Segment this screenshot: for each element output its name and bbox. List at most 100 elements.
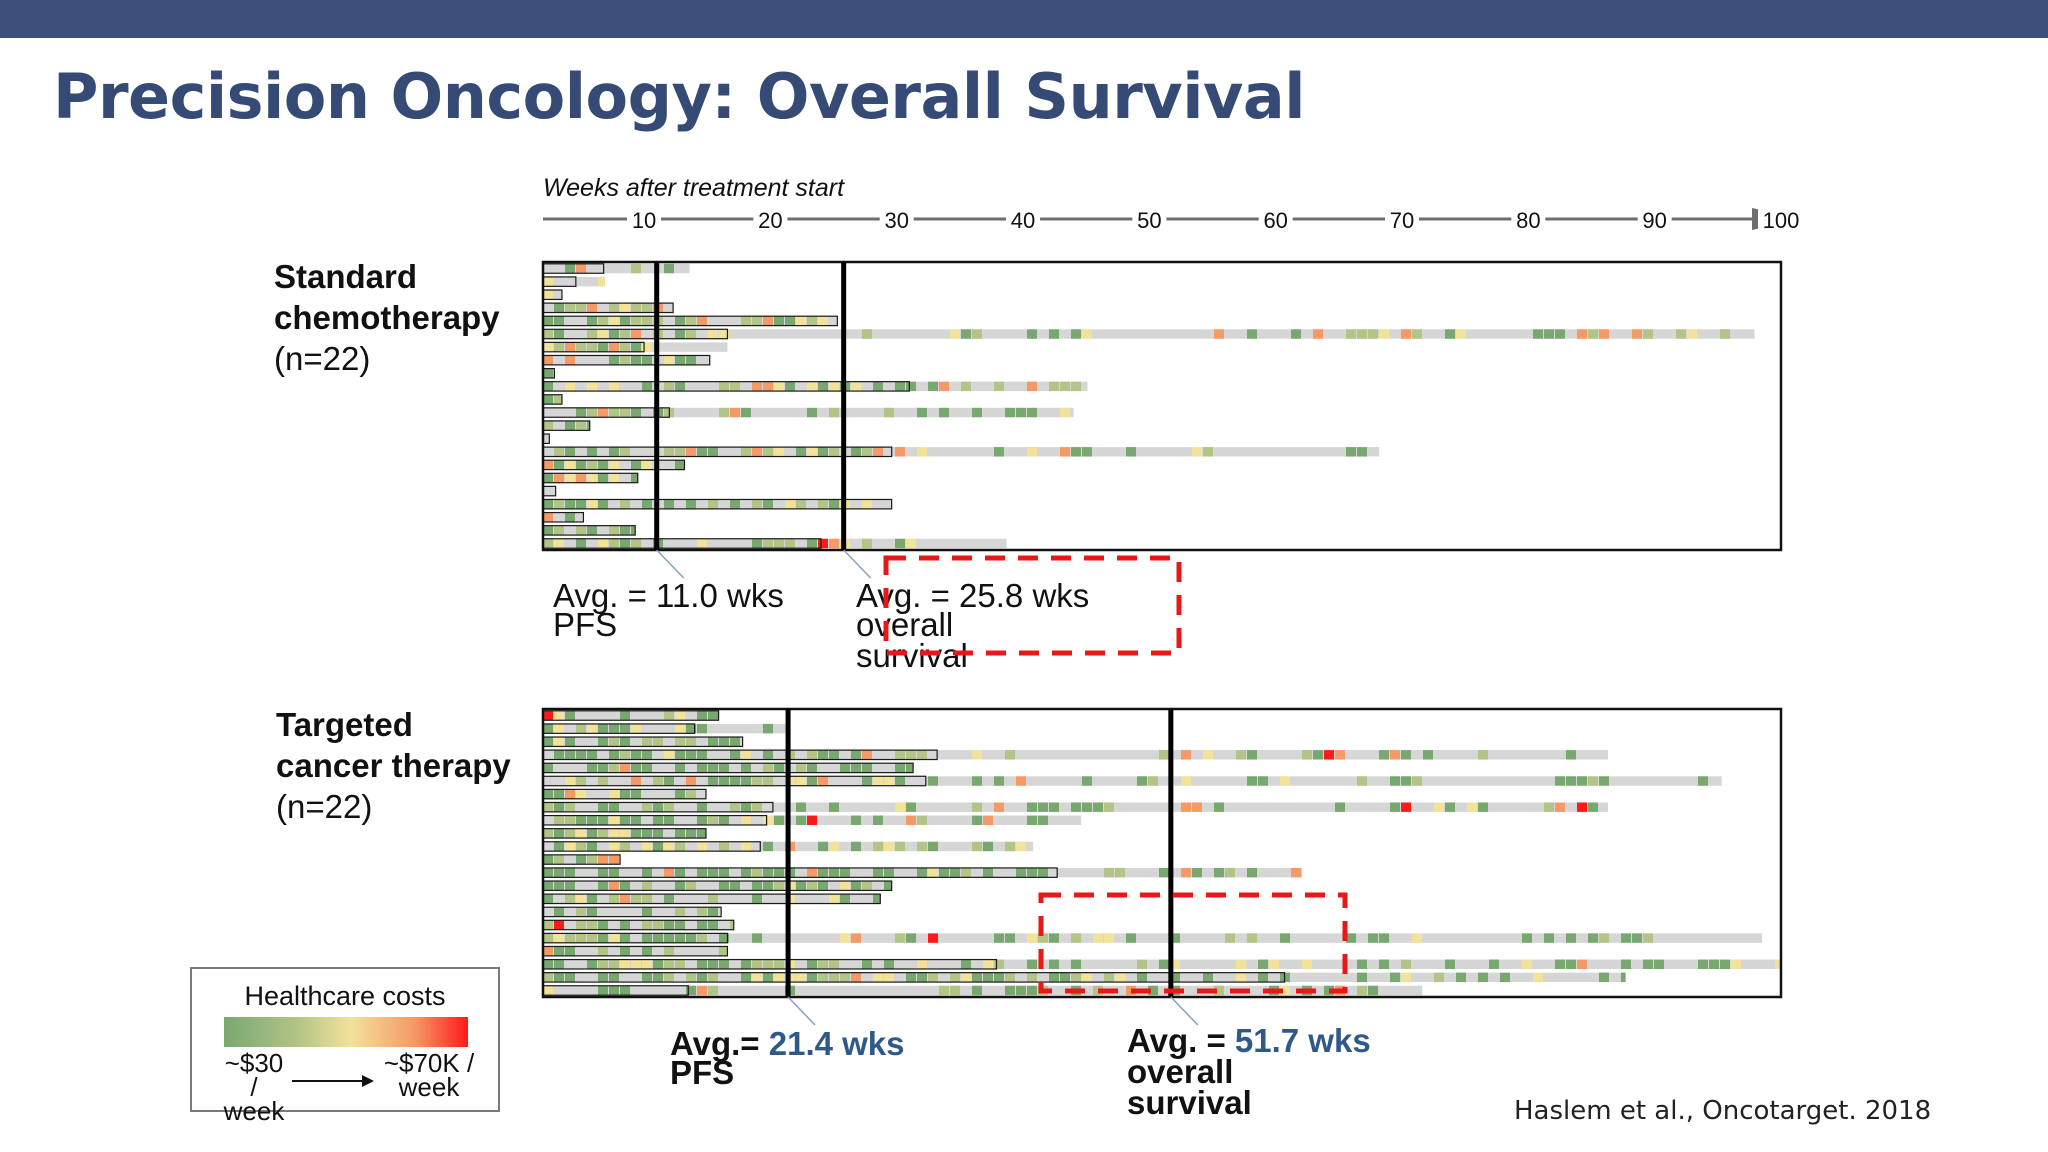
cost-segment <box>1027 447 1037 457</box>
cost-segment <box>565 263 575 274</box>
cost-segment <box>653 933 663 943</box>
cost-segment <box>1280 776 1290 786</box>
cost-segment <box>587 460 597 470</box>
cost-segment <box>1082 447 1092 457</box>
cost-segment <box>807 316 817 326</box>
cost-segment <box>1368 329 1378 339</box>
cost-segment <box>1434 972 1444 983</box>
x-tick-label: 10 <box>632 208 656 233</box>
cost-segment <box>620 815 630 825</box>
cost-segment <box>961 959 971 969</box>
cost-segment <box>1027 985 1037 996</box>
cost-segment <box>906 750 916 760</box>
cost-segment <box>565 447 575 457</box>
cost-segment <box>686 972 696 983</box>
survival-bar <box>543 329 1755 339</box>
survival-bar <box>543 920 734 930</box>
cost-segment <box>631 460 641 470</box>
x-tick-label: 100 <box>1763 208 1800 233</box>
os-leader-line <box>843 549 872 579</box>
cost-segment <box>752 867 762 878</box>
cost-segment <box>752 933 762 943</box>
targeted-os-label-survival: survival <box>1127 1084 1252 1121</box>
cost-segment <box>1599 776 1609 786</box>
cost-segment <box>1181 750 1191 760</box>
cost-segment <box>598 460 608 470</box>
cost-segment <box>609 473 619 483</box>
cost-segment <box>664 894 674 904</box>
legend-low-label: ~$30 / week <box>218 1050 290 1124</box>
cost-segment <box>1225 867 1235 878</box>
cost-segment <box>763 381 773 392</box>
cost-segment <box>609 342 619 352</box>
cost-segment <box>598 329 608 339</box>
cost-segment <box>1445 959 1455 969</box>
cost-segment <box>862 881 872 891</box>
cost-segment <box>1071 329 1081 339</box>
cost-segment <box>1522 933 1532 943</box>
cost-segment <box>741 867 751 878</box>
cost-segment <box>576 776 586 786</box>
cost-segment <box>631 723 641 734</box>
cost-segment <box>730 881 740 891</box>
cost-segment <box>1566 959 1576 969</box>
cost-segment <box>906 933 916 943</box>
cost-segment <box>609 881 619 891</box>
cost-segment <box>598 959 608 969</box>
cost-segment <box>1027 815 1037 825</box>
cost-segment <box>576 538 586 549</box>
cost-segment <box>543 763 553 773</box>
cost-segment <box>1049 933 1059 943</box>
cost-segment <box>840 933 850 943</box>
cost-segment <box>1412 933 1422 943</box>
cost-segment <box>543 920 553 930</box>
cost-segment <box>972 407 982 418</box>
cost-segment <box>1170 959 1180 969</box>
cost-segment <box>587 933 597 943</box>
cost-segment <box>631 303 641 313</box>
cost-segment <box>1588 776 1598 786</box>
cost-segment <box>763 538 773 549</box>
cost-segment <box>1313 329 1323 339</box>
cost-segment <box>708 959 718 969</box>
cost-segment <box>1599 329 1609 339</box>
cost-segment <box>554 473 564 483</box>
cost-segment <box>1533 329 1543 339</box>
cost-segment <box>1632 933 1642 943</box>
cost-segment <box>950 867 960 878</box>
cost-segment <box>1698 776 1708 786</box>
cost-segment <box>917 407 927 418</box>
cost-segment <box>543 737 553 747</box>
standard-os-label-survival: survival <box>856 637 968 674</box>
cost-segment <box>565 815 575 825</box>
standard-os-value: 25.8 wks <box>959 577 1089 614</box>
cost-segment <box>543 802 553 812</box>
cost-segment <box>1478 972 1488 983</box>
cost-segment <box>609 894 619 904</box>
cost-segment <box>895 776 905 786</box>
cost-segment <box>642 920 652 930</box>
cost-segment <box>818 776 828 786</box>
cost-segment <box>708 867 718 878</box>
x-tick-label: 90 <box>1642 208 1666 233</box>
cost-segment <box>1489 959 1499 969</box>
cost-segment <box>1038 867 1048 878</box>
cost-segment <box>1335 750 1345 760</box>
cost-segment <box>1390 972 1400 983</box>
cost-segment <box>895 381 905 392</box>
cost-segment <box>576 499 586 509</box>
cost-segment <box>884 407 894 418</box>
cost-segment <box>554 972 564 983</box>
cost-segment <box>697 959 707 969</box>
cost-segment <box>697 763 707 773</box>
cost-segment <box>1016 867 1026 878</box>
cost-segment <box>675 355 685 365</box>
cost-segment <box>554 737 564 747</box>
cost-segment <box>1566 933 1576 943</box>
cost-segment <box>1566 776 1576 786</box>
cost-segment <box>1401 802 1411 812</box>
cost-segment <box>818 381 828 392</box>
cost-segment <box>664 972 674 983</box>
cost-segment <box>807 776 817 786</box>
